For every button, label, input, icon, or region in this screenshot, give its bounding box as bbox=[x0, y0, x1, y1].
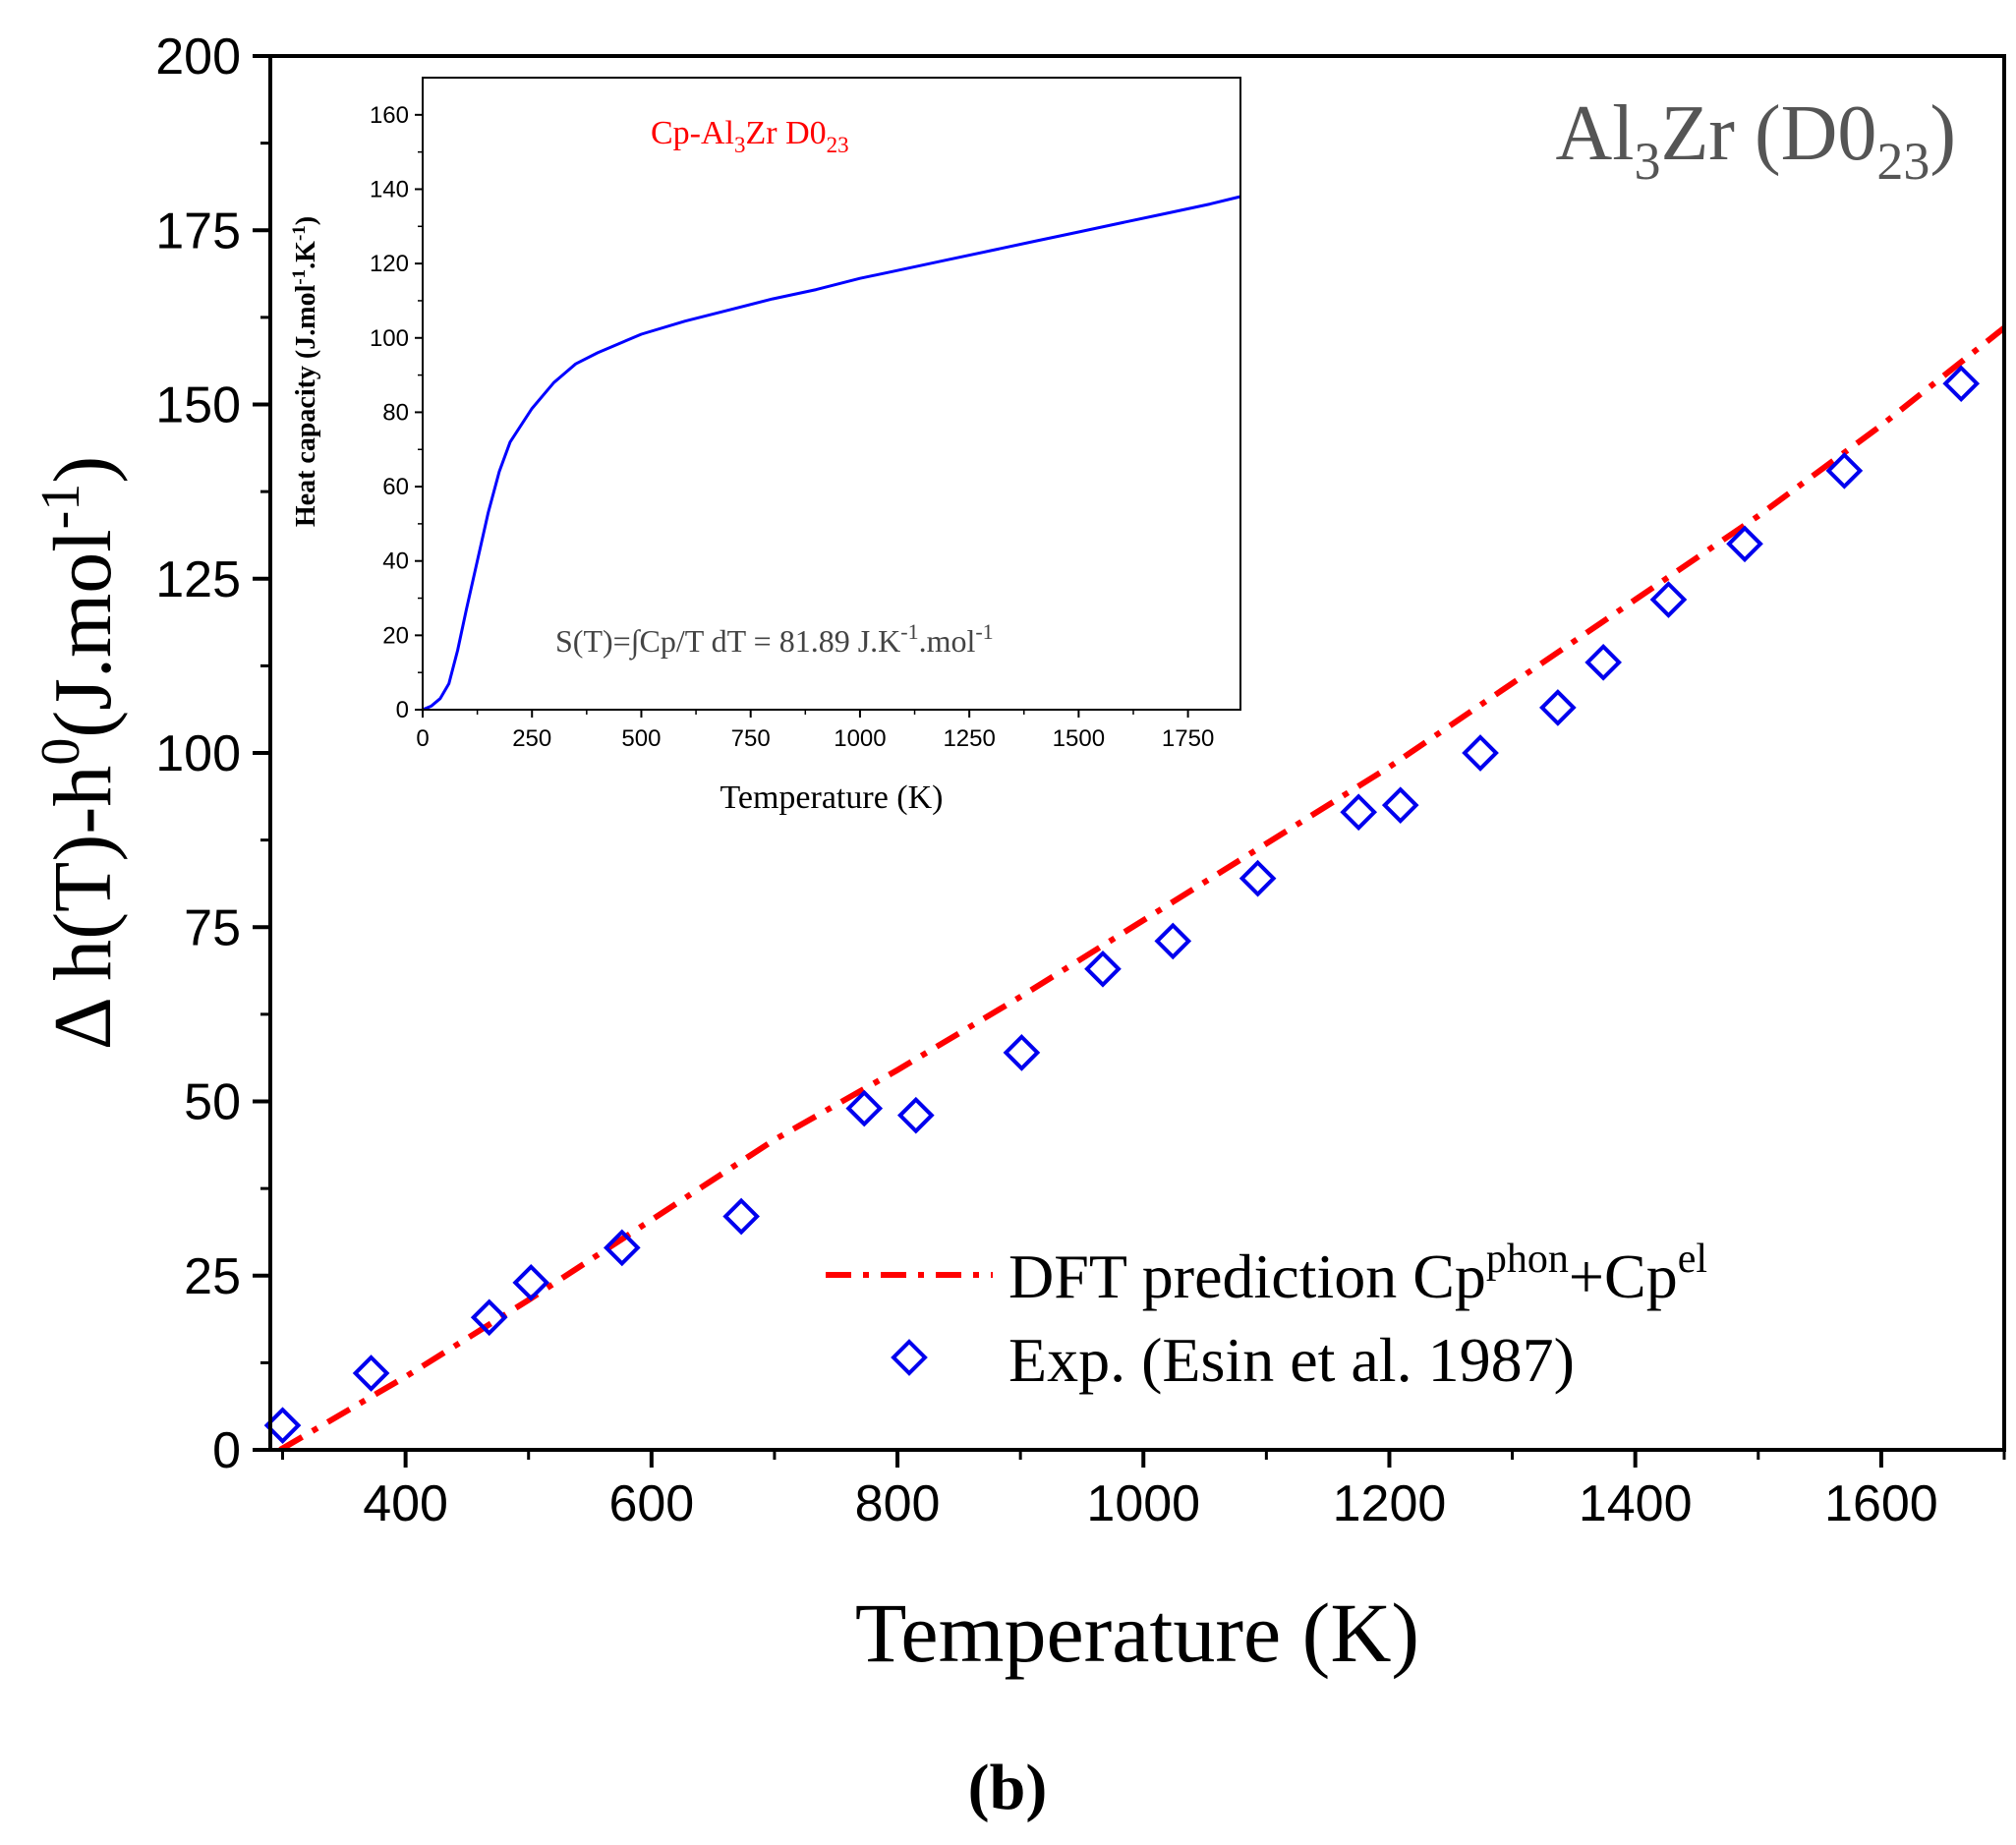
main-y-axis-label: Δ h(T)-h0(J.mol-1) bbox=[30, 456, 129, 1051]
figure-label: (b) bbox=[968, 1752, 1048, 1823]
inset-x-tick-label: 1750 bbox=[1162, 725, 1214, 752]
inset-y-tick-label: 20 bbox=[382, 622, 409, 649]
main-x-tick-label: 1200 bbox=[1333, 1475, 1447, 1532]
inset-title: Cp-Al3Zr D023 bbox=[651, 115, 849, 157]
main-y-tick-label: 100 bbox=[155, 725, 241, 782]
exp-data-point bbox=[722, 1197, 760, 1236]
dft-prediction-line bbox=[278, 325, 2006, 1453]
inset-plot-frame bbox=[422, 77, 1241, 711]
main-y-tick-label: 0 bbox=[212, 1422, 241, 1479]
inset-annotation: S(T)=∫Cp/T dT = 81.89 J.K-1.mol-1 bbox=[555, 619, 994, 661]
main-y-tick-label: 200 bbox=[155, 29, 241, 86]
main-y-tick-label: 175 bbox=[155, 202, 241, 259]
inset-y-tick-label: 0 bbox=[396, 697, 409, 723]
inset-y-tick-label: 120 bbox=[370, 251, 409, 277]
legend-exp-label: Exp. (Esin et al. 1987) bbox=[1008, 1325, 1575, 1395]
inset-x-tick-label: 0 bbox=[416, 725, 429, 752]
inset-x-tick-label: 1250 bbox=[943, 725, 995, 752]
exp-data-point bbox=[470, 1298, 508, 1337]
inset-y-tick-label: 160 bbox=[370, 102, 409, 129]
main-y-tick-label: 150 bbox=[155, 377, 241, 434]
inset-x-tick-label: 750 bbox=[731, 725, 771, 752]
main-legend: DFT prediction Cpphon+Cpel Exp. (Esin et… bbox=[826, 1237, 1707, 1395]
inset-x-tick-label: 500 bbox=[621, 725, 661, 752]
exp-data-point bbox=[1942, 365, 1981, 403]
exp-data-point bbox=[1649, 581, 1688, 618]
exp-data-point bbox=[896, 1096, 935, 1134]
inset-chart: 0 250 500 750 1000 1250 1500 1750 0 20 40 60 80 100 12… bbox=[289, 77, 1241, 816]
main-x-tick-label: 1000 bbox=[1086, 1475, 1200, 1532]
exp-data-point bbox=[603, 1229, 641, 1267]
exp-data-point bbox=[1539, 689, 1577, 726]
exp-data-point bbox=[352, 1355, 390, 1392]
main-x-tick-label: 600 bbox=[608, 1475, 694, 1532]
inset-y-tick-label: 100 bbox=[370, 325, 409, 352]
main-x-tick-label: 800 bbox=[855, 1475, 941, 1532]
inset-y-tick-label: 40 bbox=[382, 548, 409, 575]
exp-data-point bbox=[1084, 950, 1122, 988]
inset-axis-ticks: 0 250 500 750 1000 1250 1500 1750 0 20 40 60 80 100 12… bbox=[370, 102, 1214, 752]
main-annotation: Al3Zr (D023) bbox=[1555, 90, 1956, 191]
exp-data-point bbox=[1381, 786, 1419, 825]
exp-data-point bbox=[1825, 452, 1864, 490]
inset-y-tick-label: 140 bbox=[370, 176, 409, 202]
inset-plot-area bbox=[422, 195, 1241, 712]
main-chart: 400 600 800 1000 1200 1400 1600025507510012515… bbox=[30, 29, 2006, 1680]
inset-y-tick-label: 60 bbox=[382, 474, 409, 500]
inset-x-tick-label: 250 bbox=[512, 725, 551, 752]
inset-background bbox=[423, 78, 1240, 710]
inset-y-tick-label: 80 bbox=[382, 399, 409, 426]
main-y-tick-label: 25 bbox=[184, 1248, 241, 1305]
legend-exp-marker bbox=[891, 1339, 928, 1376]
inset-y-axis-label: Heat capacity (J.mol-1.K-1) bbox=[289, 216, 321, 527]
exp-data-point bbox=[512, 1264, 550, 1301]
inset-x-tick-label: 1000 bbox=[834, 725, 886, 752]
inset-x-axis-label: Temperature (K) bbox=[720, 779, 944, 816]
exp-data-point bbox=[1154, 922, 1192, 960]
legend-dft-label: DFT prediction Cpphon+Cpel bbox=[1008, 1237, 1707, 1311]
exp-data-point bbox=[1726, 525, 1763, 563]
inset-x-tick-label: 1500 bbox=[1053, 725, 1105, 752]
exp-data-point bbox=[845, 1089, 884, 1127]
exp-data-point bbox=[1003, 1034, 1041, 1071]
main-x-axis-label: Temperature (K) bbox=[855, 1586, 1419, 1680]
heat-capacity-line bbox=[422, 195, 1241, 712]
main-y-tick-label: 50 bbox=[184, 1074, 241, 1131]
exp-data-point bbox=[1462, 734, 1499, 772]
exp-data-point bbox=[1238, 859, 1277, 897]
main-x-tick-label: 1600 bbox=[1824, 1475, 1938, 1532]
main-y-tick-label: 125 bbox=[155, 551, 241, 608]
main-plot-area bbox=[263, 325, 2006, 1453]
exp-data-point bbox=[1340, 793, 1378, 832]
main-y-tick-label: 75 bbox=[184, 899, 241, 956]
exp-data-point bbox=[1584, 644, 1622, 681]
main-x-tick-label: 400 bbox=[363, 1475, 448, 1532]
main-x-tick-label: 1400 bbox=[1579, 1475, 1693, 1532]
main-axis-ticks: 400 600 800 1000 1200 1400 1600025507510012515… bbox=[155, 29, 2006, 1532]
